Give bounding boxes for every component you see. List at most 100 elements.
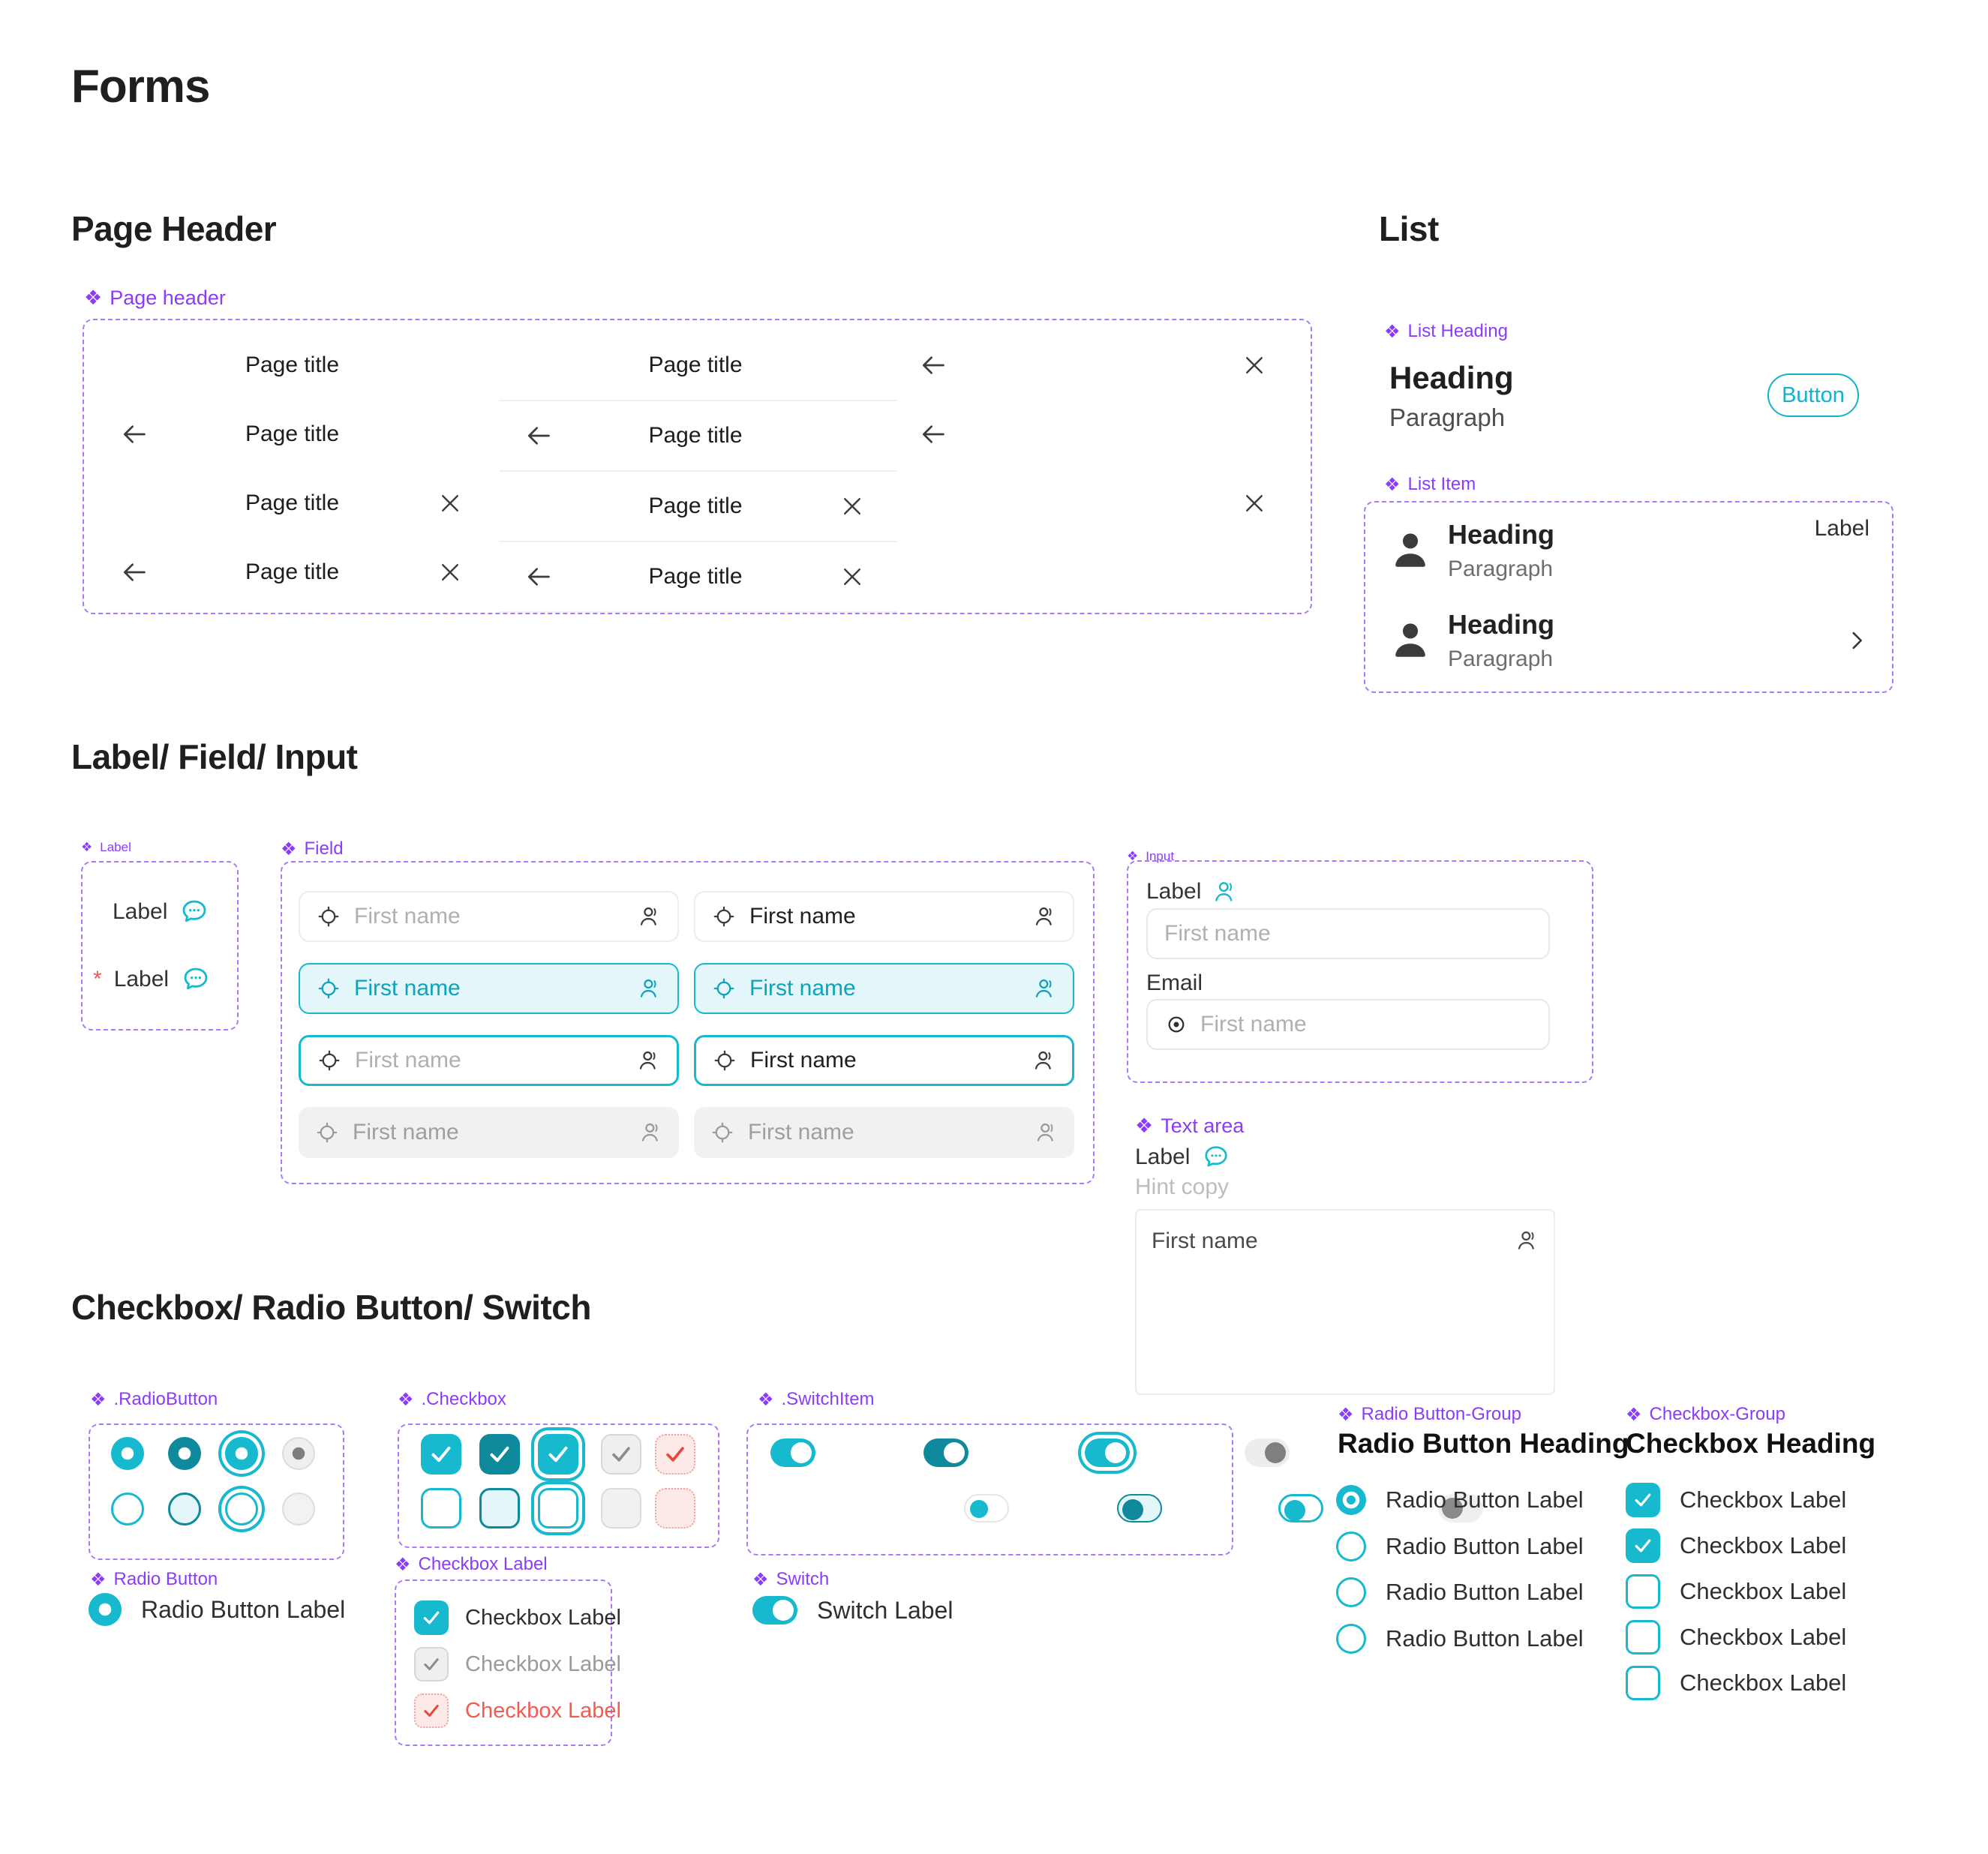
checkbox-unchecked[interactable]	[1626, 1666, 1660, 1700]
component-label-list-item: ❖ List Item	[1384, 474, 1476, 495]
checkbox-checked[interactable]	[1626, 1483, 1660, 1517]
first-name-input[interactable]	[354, 976, 623, 1001]
labeled-input[interactable]	[1146, 908, 1550, 959]
chat-bubble-icon[interactable]	[1202, 1143, 1230, 1172]
component-label-field: ❖ Field	[281, 838, 344, 860]
radio-selected[interactable]	[111, 1437, 144, 1470]
email-input[interactable]	[1200, 1012, 1532, 1037]
radio-unselected-disabled	[282, 1492, 315, 1526]
checkbox-checked[interactable]	[421, 1434, 461, 1474]
checkbox-unchecked[interactable]	[421, 1488, 461, 1528]
arrow-left-icon[interactable]	[912, 413, 954, 455]
radio-unselected[interactable]	[1336, 1532, 1366, 1562]
close-icon[interactable]	[429, 482, 471, 524]
text-field-focused[interactable]	[299, 1035, 679, 1086]
component-diamond-icon: ❖	[758, 1389, 774, 1410]
checkbox-unchecked-error[interactable]	[655, 1488, 695, 1528]
checkbox-checked-error[interactable]	[655, 1434, 695, 1474]
list-item[interactable]: Heading Paragraph Label	[1389, 508, 1869, 592]
checkbox-unchecked-focus[interactable]	[538, 1488, 578, 1528]
arrow-left-icon[interactable]	[912, 344, 954, 386]
first-name-input[interactable]	[355, 1048, 623, 1073]
text-field-active[interactable]	[299, 963, 679, 1014]
checkbox-label-row[interactable]: Checkbox Label	[414, 1600, 621, 1635]
component-diamond-icon: ❖	[1135, 1114, 1154, 1138]
list-heading-button[interactable]: Button	[1767, 374, 1859, 417]
checkbox-label-row-error[interactable]: Checkbox Label	[414, 1694, 621, 1728]
textarea[interactable]: First name	[1135, 1209, 1555, 1395]
checkbox-checked-focus[interactable]	[538, 1434, 578, 1474]
checkbox-group-item[interactable]: Checkbox Label	[1626, 1620, 1846, 1654]
radio-selected-focus[interactable]	[225, 1437, 258, 1470]
checkbox-group-item[interactable]: Checkbox Label	[1626, 1483, 1846, 1517]
close-icon[interactable]	[831, 556, 873, 598]
first-name-input[interactable]	[750, 1048, 1018, 1073]
radio-group-item[interactable]: Radio Button Label	[1336, 1577, 1584, 1607]
page-header-row	[900, 469, 1305, 538]
chevron-right-icon[interactable]	[1844, 628, 1869, 653]
first-name-input[interactable]	[749, 904, 1019, 929]
switch-row[interactable]: Switch Label	[752, 1596, 953, 1624]
checkbox-group-item[interactable]: Checkbox Label	[1626, 1666, 1846, 1700]
checkbox-unchecked-tinted[interactable]	[479, 1488, 520, 1528]
switch-off-tinted[interactable]	[1117, 1494, 1163, 1522]
email-input-wrap[interactable]	[1146, 999, 1550, 1050]
arrow-left-icon[interactable]	[113, 413, 155, 455]
text-field-filled[interactable]	[694, 891, 1074, 942]
person-outline-icon	[1515, 1228, 1539, 1252]
switch-on[interactable]	[752, 1596, 797, 1624]
radio-selected[interactable]	[1336, 1485, 1366, 1515]
chat-bubble-icon[interactable]	[181, 964, 211, 994]
arrow-left-icon[interactable]	[518, 556, 560, 598]
checkbox-unchecked[interactable]	[1626, 1620, 1660, 1654]
radio-group-item[interactable]: Radio Button Label	[1336, 1485, 1584, 1515]
text-field-default[interactable]	[299, 891, 679, 942]
switch-off-focus[interactable]	[1278, 1494, 1323, 1522]
input-label-row: Label	[1146, 879, 1237, 904]
switch-off[interactable]	[963, 1494, 1009, 1522]
arrow-left-icon[interactable]	[518, 415, 560, 457]
radio-group-item[interactable]: Radio Button Label	[1336, 1624, 1584, 1654]
component-label-input: ❖ Input	[1127, 848, 1175, 864]
checkbox-checked-dark[interactable]	[479, 1434, 520, 1474]
component-diamond-icon: ❖	[398, 1389, 414, 1410]
arrow-left-icon[interactable]	[113, 551, 155, 593]
radio-group-item[interactable]: Radio Button Label	[1336, 1532, 1584, 1562]
radio-selected-disabled	[282, 1437, 315, 1470]
close-icon[interactable]	[1233, 482, 1275, 524]
radio-unselected-tinted[interactable]	[168, 1492, 201, 1526]
checkbox-checked-error[interactable]	[414, 1694, 449, 1728]
checkbox-checked[interactable]	[414, 1600, 449, 1635]
switch-on-dark[interactable]	[923, 1438, 969, 1467]
person-icon	[1389, 530, 1431, 572]
first-name-input[interactable]	[354, 904, 623, 929]
close-icon[interactable]	[1233, 344, 1275, 386]
radio-unselected[interactable]	[111, 1492, 144, 1526]
chat-bubble-icon[interactable]	[179, 897, 209, 927]
checkbox-group-item[interactable]: Checkbox Label	[1626, 1574, 1846, 1609]
radio-button-row[interactable]: Radio Button Label	[89, 1593, 345, 1626]
text-field-active[interactable]	[694, 963, 1074, 1014]
page-header-row: Page title	[500, 542, 897, 613]
close-icon[interactable]	[831, 485, 873, 527]
radio-unselected-focus[interactable]	[225, 1492, 258, 1526]
text-field-focused-filled[interactable]	[694, 1035, 1074, 1086]
radio-unselected[interactable]	[1336, 1577, 1366, 1607]
list-item[interactable]: Heading Paragraph	[1389, 598, 1869, 682]
checkbox-unchecked[interactable]	[1626, 1574, 1660, 1609]
component-diamond-icon: ❖	[1384, 474, 1401, 495]
crosshair-icon	[317, 1048, 341, 1072]
list-heading-paragraph: Paragraph	[1389, 404, 1506, 431]
checkbox-checked[interactable]	[1626, 1528, 1660, 1563]
radio-selected-dark[interactable]	[168, 1437, 201, 1470]
first-name-input[interactable]	[749, 976, 1019, 1001]
first-name-input[interactable]	[1164, 921, 1532, 946]
switch-on[interactable]	[770, 1438, 815, 1467]
checkbox-group-item[interactable]: Checkbox Label	[1626, 1528, 1846, 1563]
section-heading-page-header: Page Header	[71, 209, 277, 248]
radio-unselected[interactable]	[1336, 1624, 1366, 1654]
radio-selected[interactable]	[89, 1593, 122, 1626]
close-icon[interactable]	[429, 551, 471, 593]
field-label: Label	[113, 897, 209, 927]
switch-on-focus[interactable]	[1084, 1438, 1130, 1467]
